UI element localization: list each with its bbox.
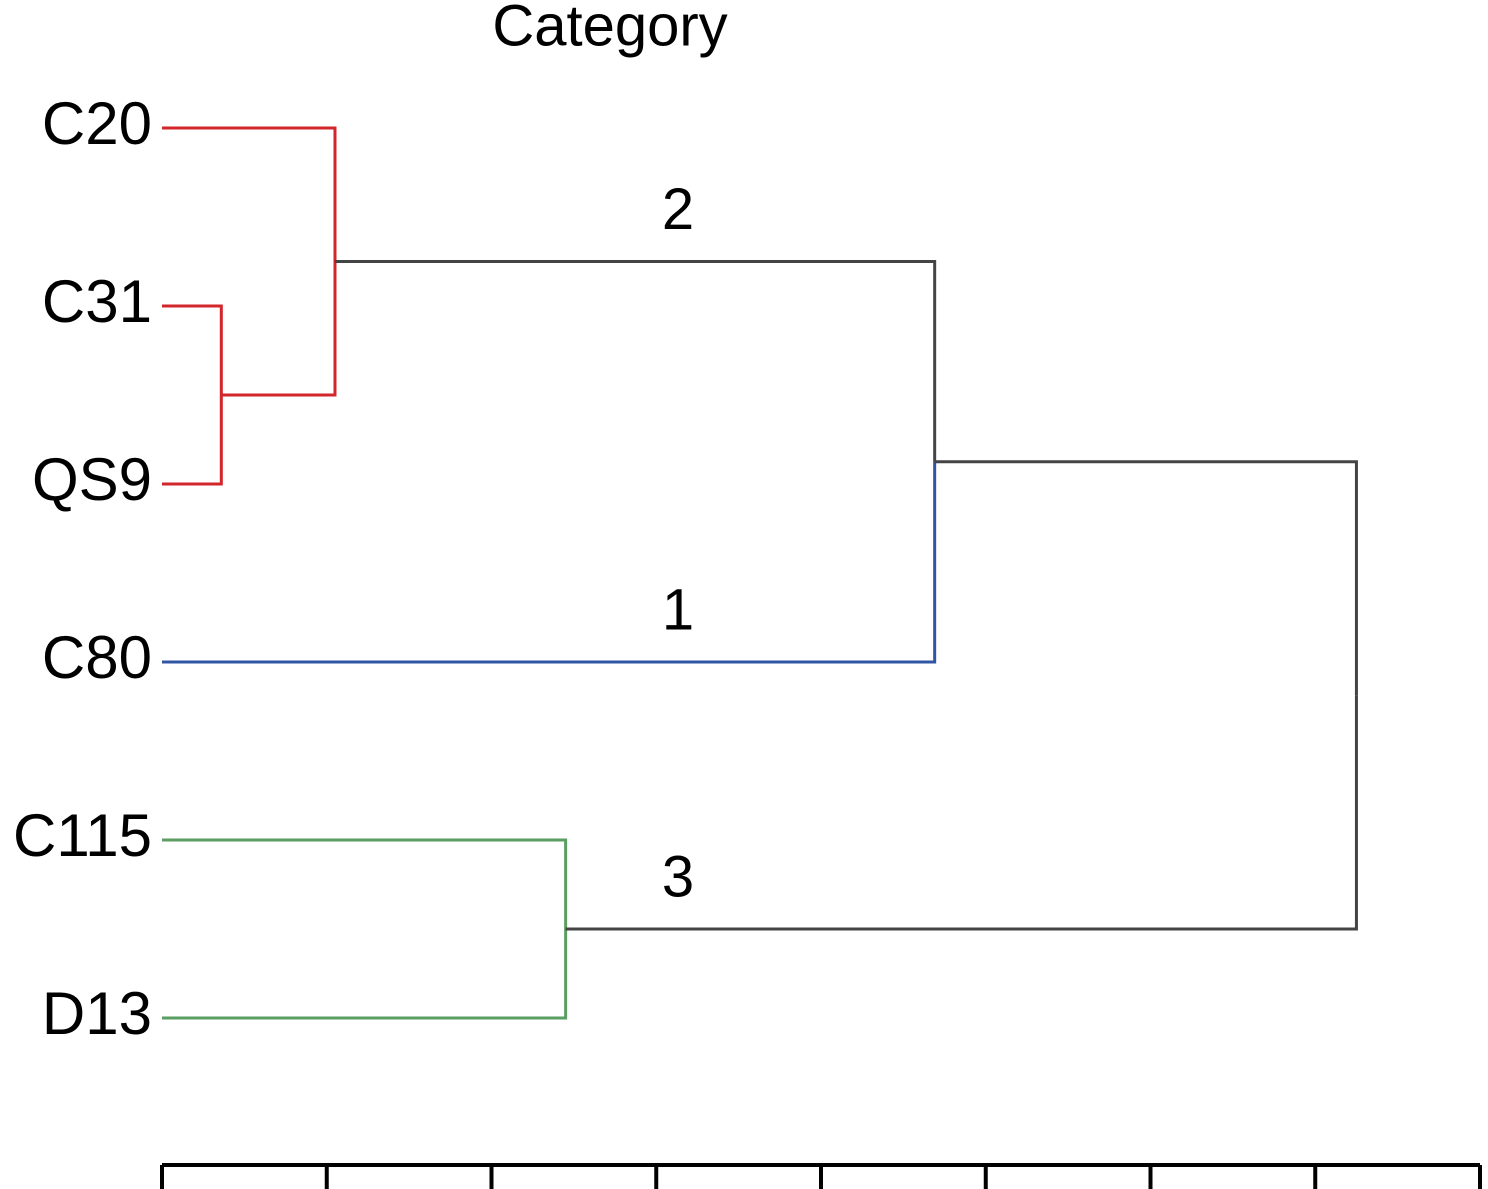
leaf-label: QS9 xyxy=(32,446,152,513)
link xyxy=(221,261,337,397)
cluster-label: 3 xyxy=(662,844,694,909)
link xyxy=(162,395,223,486)
link xyxy=(565,695,1358,931)
leaf-label: C115 xyxy=(13,802,152,869)
link xyxy=(934,460,1358,696)
cluster-label: 2 xyxy=(662,177,694,242)
link xyxy=(162,461,937,664)
chart-title: Category xyxy=(492,0,727,58)
link xyxy=(162,838,568,929)
leaf-label: C80 xyxy=(42,624,152,691)
link xyxy=(162,304,223,395)
link xyxy=(334,260,937,462)
link xyxy=(162,126,337,262)
link xyxy=(162,929,568,1020)
cluster-label: 1 xyxy=(662,577,694,642)
leaf-label: D13 xyxy=(42,980,152,1047)
leaf-label: C31 xyxy=(42,268,152,335)
leaf-label: C20 xyxy=(42,90,152,157)
